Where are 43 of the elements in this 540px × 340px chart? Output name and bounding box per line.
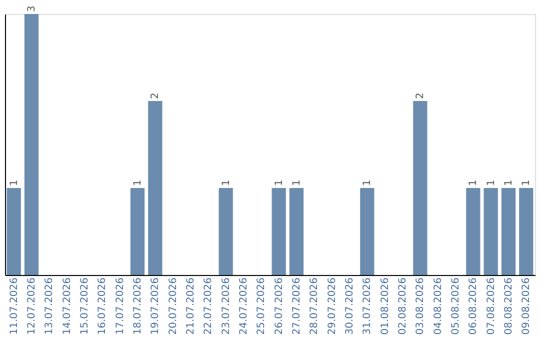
x-tick-label: 11.07.2026 xyxy=(8,278,20,335)
x-tick-label: 17.07.2026 xyxy=(114,278,126,335)
x-tick-label: 27.07.2026 xyxy=(292,278,302,335)
x-tick-label: 14.07.2026 xyxy=(62,278,73,335)
x-tick-label: 29.07.2026 xyxy=(326,278,338,335)
x-tick-label: 19.07.2026 xyxy=(150,278,162,335)
x-tick-label: 30.07.2026 xyxy=(344,278,356,335)
x-tick-label: 28.07.2026 xyxy=(309,278,320,335)
x-tick-label: 22.07.2026 xyxy=(203,278,214,335)
data-label: 2 xyxy=(415,92,426,99)
x-tick-label: 09.08.2026 xyxy=(521,278,532,335)
data-label: 1 xyxy=(468,180,480,186)
x-tick-label: 25.07.2026 xyxy=(256,278,268,335)
x-tick-label: 13.07.2026 xyxy=(44,278,56,335)
data-label: 3 xyxy=(26,6,38,12)
x-tick-label: 18.07.2026 xyxy=(132,278,144,335)
x-tick-label: 23.07.2026 xyxy=(220,278,232,335)
data-label: 1 xyxy=(292,180,302,186)
data-label: 1 xyxy=(132,180,144,186)
x-tick-label: 02.08.2026 xyxy=(398,278,408,335)
data-label: 1 xyxy=(521,180,532,186)
data-label: 1 xyxy=(8,180,20,186)
x-tick-label: 31.07.2026 xyxy=(362,278,374,335)
x-tick-label: 03.08.2026 xyxy=(415,278,426,335)
x-tick-label: 06.08.2026 xyxy=(468,278,480,335)
x-tick-label: 04.08.2026 xyxy=(432,278,444,335)
data-label: 1 xyxy=(362,180,374,186)
data-label: 1 xyxy=(220,180,232,186)
x-tick-label: 24.07.2026 xyxy=(238,278,250,335)
x-tick-label: 21.07.2026 xyxy=(186,278,196,335)
data-label: 1 xyxy=(486,180,497,186)
x-tick-label: 26.07.2026 xyxy=(274,278,285,335)
x-tick-label: 16.07.2026 xyxy=(97,278,108,335)
data-label: 2 xyxy=(150,92,162,99)
data-label: 1 xyxy=(274,180,285,186)
x-tick-label: 05.08.2026 xyxy=(450,278,462,335)
data-label: 1 xyxy=(504,180,514,186)
x-tick-label: 20.07.2026 xyxy=(168,278,179,335)
x-tick-label: 07.08.2026 xyxy=(486,278,497,335)
x-tick-label: 15.07.2026 xyxy=(80,278,90,335)
x-tick-label: 08.08.2026 xyxy=(504,278,514,335)
x-tick-label: 01.08.2026 xyxy=(380,278,391,335)
x-tick-label: 12.07.2026 xyxy=(26,278,38,335)
